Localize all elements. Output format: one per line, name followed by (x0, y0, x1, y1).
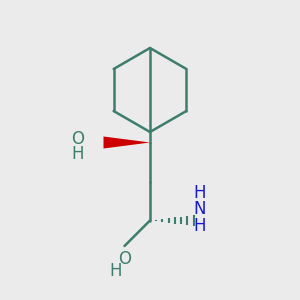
Text: O: O (118, 250, 131, 268)
Polygon shape (103, 136, 150, 148)
Text: N: N (193, 200, 206, 218)
Text: H: H (193, 217, 206, 235)
Text: O: O (71, 130, 84, 148)
Text: H: H (193, 184, 206, 202)
Text: H: H (109, 262, 122, 280)
Text: H: H (71, 145, 84, 163)
